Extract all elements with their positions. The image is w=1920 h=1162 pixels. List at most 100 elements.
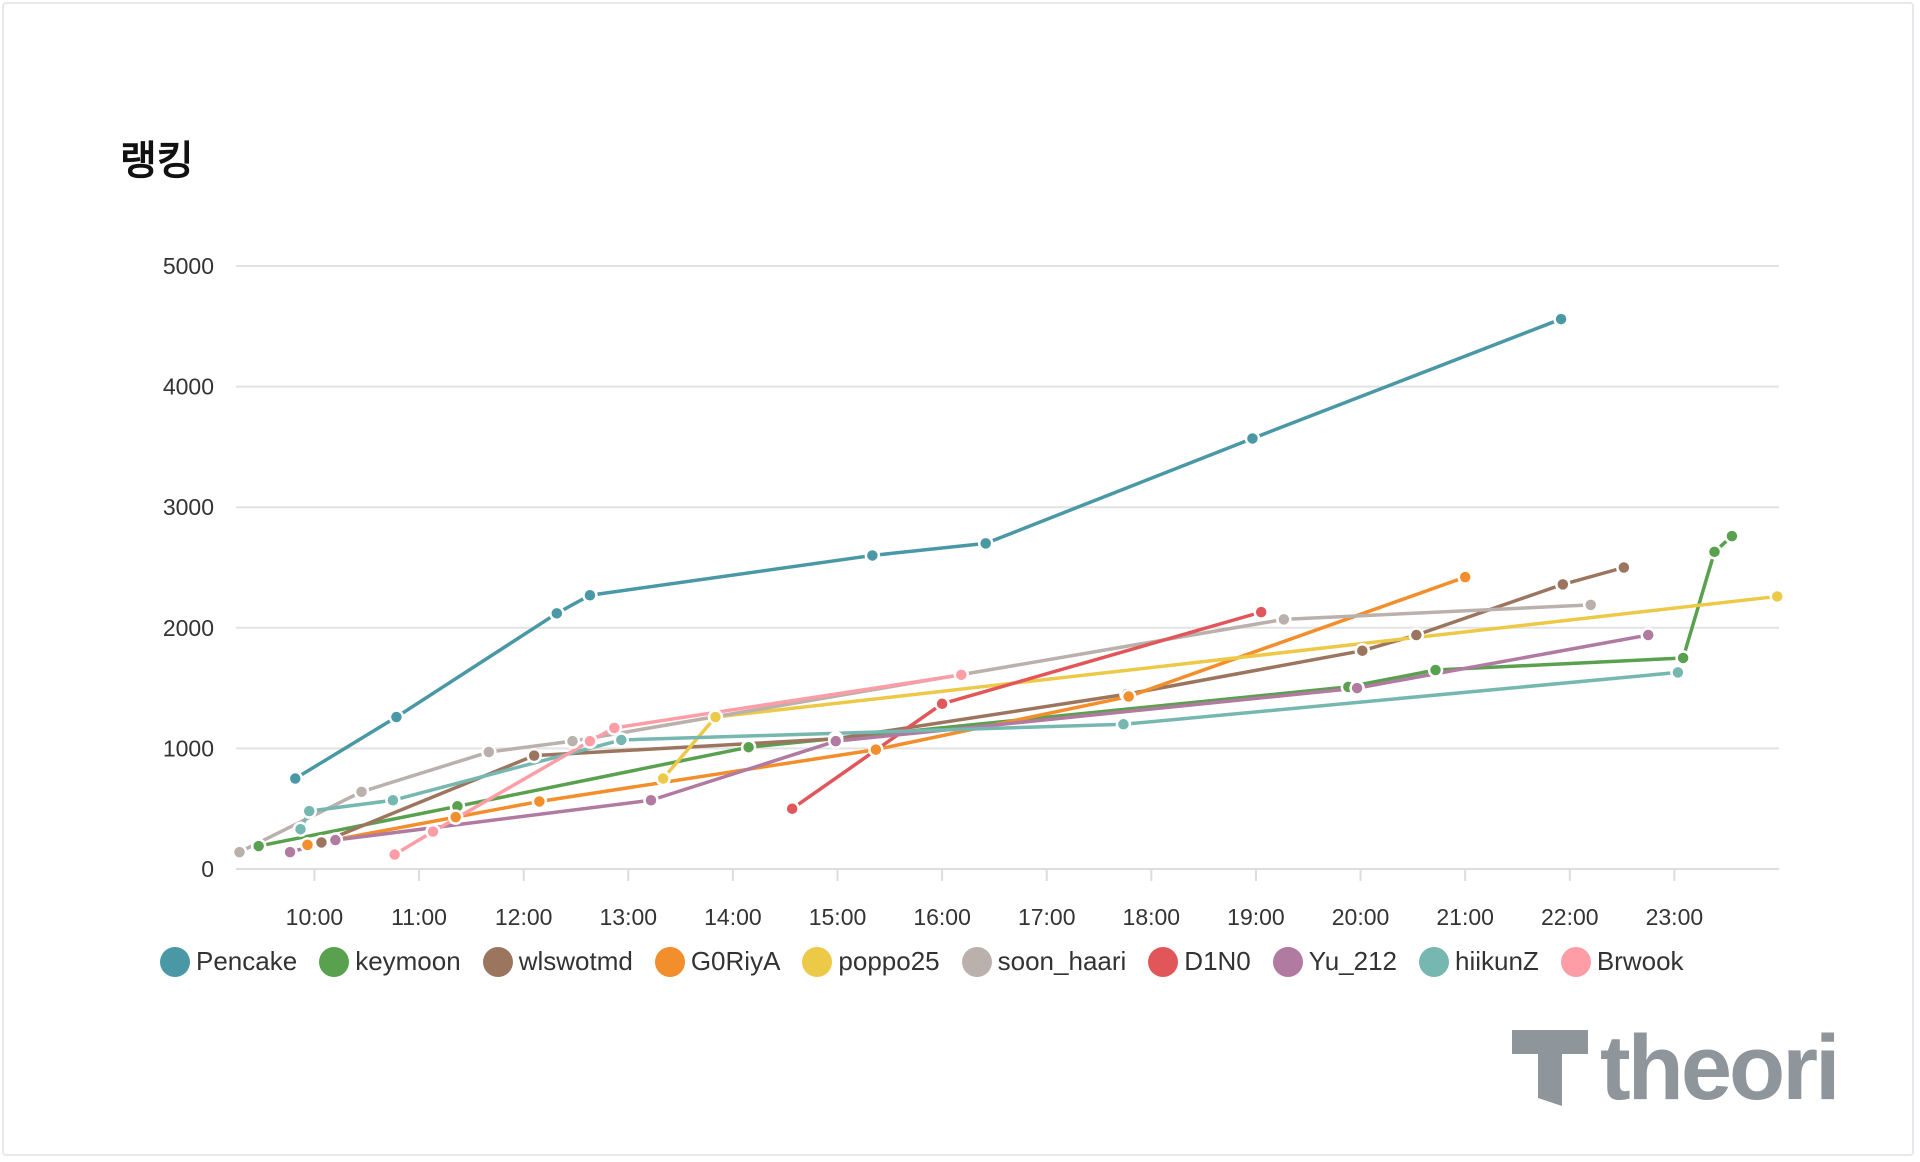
x-tick-label: 19:00	[1227, 904, 1285, 930]
data-point-Brwook	[953, 667, 970, 683]
data-point-Yu_212	[1640, 627, 1656, 643]
data-point-Pencake	[582, 587, 598, 603]
legend-swatch	[1148, 946, 1179, 977]
legend-item-soon_haari[interactable]: soon_haari	[961, 946, 1126, 977]
data-point-Brwook	[582, 733, 598, 749]
legend-label: poppo25	[838, 946, 940, 976]
data-point-soon_haari	[231, 844, 248, 860]
legend-label: D1N0	[1184, 946, 1251, 976]
legend-item-Pencake[interactable]: Pencake	[160, 946, 297, 977]
theori-logo-icon	[1512, 1030, 1588, 1106]
legend-swatch	[160, 946, 190, 977]
x-tick-label: 10:00	[286, 904, 344, 930]
legend-item-wlswotmd[interactable]: wlswotmd	[482, 946, 633, 977]
data-point-keymoon	[250, 838, 267, 854]
logo-text: theori	[1600, 1017, 1841, 1119]
data-point-hiikunZ	[292, 821, 309, 837]
series-line-Pencake	[294, 317, 1562, 781]
legend-item-G0RiyA[interactable]: G0RiyA	[654, 946, 781, 977]
data-point-G0RiyA	[868, 741, 884, 758]
legend-label: hiikunZ	[1455, 946, 1539, 976]
data-point-Brwook	[386, 846, 403, 863]
legend-item-Yu_212[interactable]: Yu_212	[1272, 946, 1397, 977]
data-point-Pencake	[287, 770, 304, 787]
data-point-wlswotmd	[1616, 559, 1632, 576]
data-point-hiikunZ	[385, 792, 401, 809]
data-point-hiikunZ	[1115, 716, 1132, 733]
data-point-wlswotmd	[526, 747, 542, 764]
data-point-wlswotmd	[1354, 642, 1371, 659]
data-point-poppo25	[655, 770, 671, 787]
data-point-D1N0	[934, 696, 950, 712]
x-tick-label: 15:00	[809, 904, 867, 930]
data-point-G0RiyA	[447, 809, 464, 825]
y-tick-label: 1000	[163, 735, 214, 761]
data-point-hiikunZ	[613, 732, 630, 748]
legend-item-keymoon[interactable]: keymoon	[319, 946, 461, 977]
data-point-Yu_212	[828, 733, 844, 749]
legend-label: wlswotmd	[518, 946, 633, 976]
legend-item-Brwook[interactable]: Brwook	[1560, 946, 1684, 977]
data-point-G0RiyA	[531, 793, 548, 810]
data-point-Yu_212	[643, 792, 659, 809]
data-point-poppo25	[707, 709, 724, 725]
legend: Pencake keymoon wlswotmd G0RiyA poppo25 soon_…	[160, 946, 1706, 977]
data-point-keymoon	[740, 739, 757, 755]
data-point-Brwook	[606, 720, 623, 736]
data-point-G0RiyA	[1120, 688, 1137, 705]
legend-label: Pencake	[196, 946, 298, 976]
legend-item-poppo25[interactable]: poppo25	[802, 946, 940, 977]
x-tick-label: 18:00	[1123, 904, 1181, 930]
data-point-soon_haari	[564, 733, 581, 749]
legend-label: Yu_212	[1308, 946, 1397, 976]
legend-label: G0RiyA	[690, 946, 781, 976]
y-tick-label: 3000	[163, 494, 214, 520]
data-point-Brwook	[425, 823, 441, 840]
x-tick-label: 17:00	[1018, 904, 1076, 930]
data-point-D1N0	[1253, 604, 1269, 620]
data-point-poppo25	[1769, 588, 1786, 605]
x-tick-label: 11:00	[391, 904, 447, 930]
y-tick-label: 5000	[163, 253, 214, 279]
data-point-keymoon	[1427, 662, 1444, 678]
data-point-soon_haari	[353, 784, 370, 800]
data-point-keymoon	[1724, 528, 1740, 544]
data-point-G0RiyA	[1457, 569, 1473, 585]
legend-swatch	[654, 946, 685, 977]
series-line-G0RiyA	[307, 575, 1466, 847]
legend-swatch	[1419, 946, 1449, 977]
data-point-Pencake	[1244, 430, 1261, 447]
legend-swatch	[1560, 946, 1591, 977]
series-line-wlswotmd	[320, 565, 1625, 845]
y-tick-label: 2000	[163, 615, 214, 641]
legend-label: keymoon	[355, 946, 461, 976]
series-line-Brwook	[393, 673, 962, 857]
data-point-G0RiyA	[299, 837, 316, 853]
legend-item-D1N0[interactable]: D1N0	[1148, 946, 1251, 977]
data-point-wlswotmd	[1555, 576, 1571, 593]
chart-title: 랭킹	[120, 138, 194, 184]
series-line-Yu_212	[289, 633, 1649, 854]
y-tick-label: 0	[201, 856, 214, 882]
data-point-wlswotmd	[313, 834, 330, 851]
legend-item-hiikunZ[interactable]: hiikunZ	[1419, 946, 1539, 977]
data-point-soon_haari	[481, 744, 497, 760]
legend-swatch	[961, 946, 992, 977]
x-tick-label: 22:00	[1541, 904, 1599, 930]
x-tick-label: 23:00	[1646, 904, 1704, 930]
x-tick-label: 21:00	[1436, 904, 1494, 930]
data-point-Pencake	[388, 709, 405, 725]
data-point-D1N0	[784, 800, 800, 817]
data-point-soon_haari	[1582, 597, 1599, 613]
legend-swatch	[802, 946, 833, 977]
x-tick-label: 16:00	[913, 904, 971, 930]
x-tick-label: 13:00	[600, 904, 658, 930]
legend-swatch	[319, 946, 350, 977]
data-point-hiikunZ	[1670, 664, 1686, 681]
data-point-Yu_212	[282, 844, 298, 860]
data-point-Pencake	[1553, 311, 1569, 327]
legend-swatch	[1272, 946, 1303, 977]
data-point-hiikunZ	[301, 803, 317, 819]
